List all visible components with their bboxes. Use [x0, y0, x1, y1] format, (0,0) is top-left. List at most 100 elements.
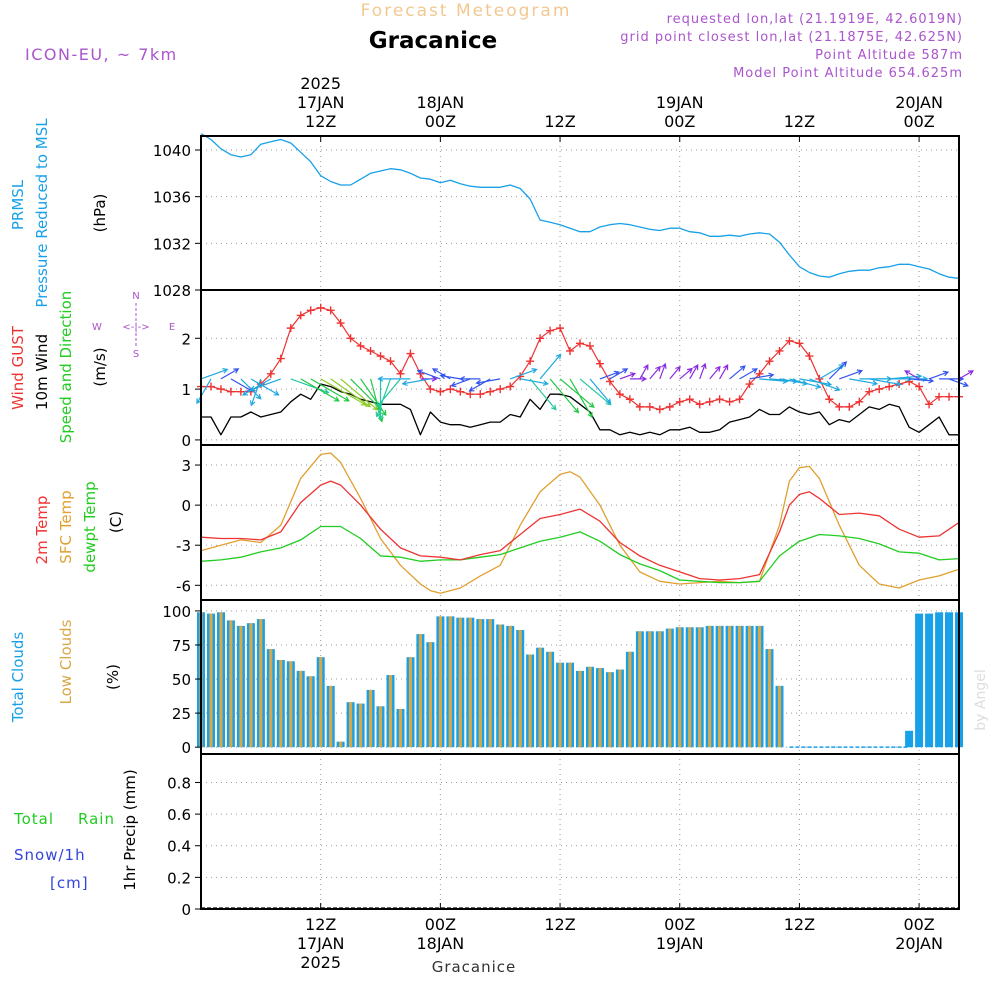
- wind-compass: W <-|-> E N S: [92, 291, 175, 360]
- wind-direction-arrow: [377, 378, 384, 421]
- low-cloud-bar: [349, 702, 353, 748]
- gust-marker: [685, 395, 694, 404]
- total-cloud-bar: [925, 613, 934, 748]
- wind-direction-arrow: [639, 364, 649, 380]
- bottom-time-label: 00Z: [903, 915, 934, 934]
- low-cloud-bar: [777, 685, 782, 748]
- top-time-label: 19JAN: [656, 93, 704, 112]
- low-cloud-bar: [757, 625, 762, 748]
- top-time-label: 12Z: [544, 112, 575, 131]
- low-cloud-bar: [269, 649, 273, 748]
- gust-marker: [945, 392, 954, 401]
- gust-marker: [595, 359, 604, 368]
- gust-marker: [396, 369, 405, 378]
- low-cloud-bar: [378, 706, 383, 748]
- top-time-label: 20JAN: [895, 93, 943, 112]
- wind-direction-arrow: [589, 378, 612, 405]
- y-tick-label: -3: [176, 537, 191, 555]
- requested-coords: requested lon,lat (21.1919E, 42.6019N): [667, 12, 963, 27]
- low-cloud-bar: [528, 654, 532, 748]
- wind-direction-arrow: [529, 378, 557, 411]
- gust-marker: [206, 382, 215, 391]
- wind-label-10m: 10m Wind: [33, 334, 51, 410]
- gust-marker: [925, 400, 934, 409]
- pressure-unit: (hPa): [91, 194, 109, 233]
- low-cloud-bar: [648, 631, 652, 748]
- gust-marker: [466, 390, 475, 399]
- wind-direction-arrow: [709, 365, 721, 380]
- wind-direction-arrow: [828, 361, 848, 380]
- y-tick-label: 0: [181, 739, 191, 757]
- gust-marker: [625, 395, 634, 404]
- axis-labels: 1028 1032 1036 1040 0 1 2 -6 -3 0 3 0 25 50 75 100 0 0.2 0…: [153, 74, 943, 972]
- bottom-time-label: 12Z: [305, 915, 336, 934]
- gust-marker: [566, 346, 575, 355]
- low-cloud-bar: [279, 660, 283, 748]
- gust-marker: [366, 346, 375, 355]
- gust-marker: [276, 354, 285, 363]
- wind-direction-arrow: [376, 378, 401, 408]
- low-cloud-bar: [698, 627, 702, 748]
- compass-n: N: [132, 291, 139, 302]
- gust-marker: [406, 349, 415, 358]
- bottom-time-label: 12Z: [784, 915, 815, 934]
- wind-direction-arrow: [719, 364, 729, 380]
- wind-direction-arrow: [539, 353, 562, 380]
- gust-marker: [346, 334, 355, 343]
- panel-frames: [200, 135, 960, 910]
- precip-label-total: Total: [13, 810, 54, 828]
- gust-marker: [536, 334, 545, 343]
- temp-sfc-line: [200, 452, 960, 594]
- gust-marker: [885, 382, 894, 391]
- total-cloud-bar: [945, 612, 953, 748]
- low-cloud-bar: [478, 619, 482, 748]
- gust-marker: [266, 369, 275, 378]
- compass-w: W: [92, 322, 102, 333]
- low-cloud-bar: [508, 625, 512, 748]
- y-tick-label: 0: [181, 432, 191, 450]
- wind-direction-arrow: [375, 378, 392, 418]
- y-tick-label: 50: [172, 671, 191, 689]
- wind-direction-arrow: [869, 378, 903, 387]
- wind-direction-arrow: [401, 378, 431, 386]
- low-cloud-bar: [249, 623, 253, 748]
- temp-label-sfc: SFC Temp: [57, 490, 75, 563]
- gust-marker: [825, 395, 834, 404]
- y-tick-label: 1032: [153, 235, 191, 253]
- y-tick-label: 75: [172, 637, 191, 655]
- low-cloud-bar: [239, 625, 243, 748]
- gust-marker: [456, 387, 465, 396]
- gust-marker: [576, 339, 584, 348]
- wind-direction-arrow: [220, 368, 240, 380]
- gust-marker: [436, 387, 445, 396]
- wind-direction-arrow: [242, 378, 272, 396]
- gust-marker: [695, 400, 704, 409]
- gust-marker: [376, 352, 385, 361]
- low-cloud-bar: [209, 613, 213, 748]
- wind-direction-arrow: [330, 378, 372, 408]
- top-time-label: 17JAN: [297, 93, 345, 112]
- low-cloud-bar: [398, 709, 403, 748]
- wind-direction-arrow: [749, 372, 775, 380]
- compass-s: S: [133, 349, 139, 360]
- wind-direction-arrow: [909, 377, 935, 384]
- wind-direction-arrow: [659, 362, 667, 380]
- low-cloud-bar: [628, 651, 632, 748]
- gust-marker: [426, 385, 435, 394]
- temp-label-dewpt: dewpt Temp: [81, 481, 99, 572]
- gust-marker: [556, 324, 565, 333]
- y-tick-label: -6: [176, 577, 191, 595]
- wind-direction-arrow: [340, 378, 379, 411]
- wind-direction-arrow: [475, 378, 501, 386]
- low-cloud-bar: [718, 625, 722, 748]
- low-cloud-bar: [638, 631, 642, 748]
- gust-marker: [705, 397, 714, 406]
- low-cloud-bar: [708, 625, 712, 748]
- top-time-label: 12Z: [305, 112, 336, 131]
- gust-marker: [496, 385, 505, 394]
- gust-marker: [935, 392, 944, 401]
- gust-marker: [645, 402, 654, 411]
- low-cloud-bar: [558, 662, 562, 748]
- wind-direction-arrow: [904, 370, 920, 380]
- gust-marker: [855, 397, 864, 406]
